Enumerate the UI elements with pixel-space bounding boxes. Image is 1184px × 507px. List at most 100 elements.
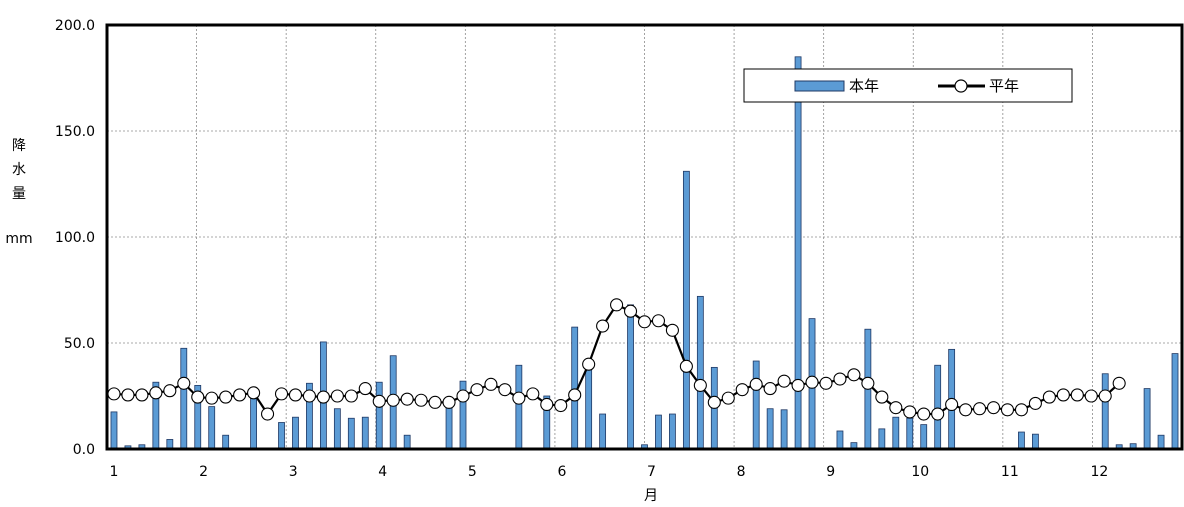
- normal-year-point: [414, 393, 428, 407]
- x-tick-label: 8: [737, 464, 746, 480]
- normal-year-point: [777, 374, 791, 388]
- normal-year-point: [484, 377, 498, 391]
- bar: [361, 416, 369, 450]
- line-series-normal-year: [107, 298, 1126, 421]
- normal-year-point: [1056, 388, 1070, 402]
- normal-year-point: [149, 386, 163, 400]
- normal-year-point: [498, 383, 512, 397]
- legend-box: [743, 68, 1073, 103]
- normal-year-point: [875, 390, 889, 404]
- x-tick-label: 11: [1001, 464, 1019, 480]
- x-axis-title: 月: [644, 488, 658, 504]
- normal-year-point: [1042, 390, 1056, 404]
- normal-year-point: [358, 382, 372, 396]
- x-tick-label: 10: [911, 464, 929, 480]
- y-tick-label: 100.0: [55, 230, 95, 246]
- normal-year-point: [1070, 388, 1084, 402]
- normal-year-point: [330, 389, 344, 403]
- bar: [250, 397, 257, 450]
- bar: [1032, 433, 1039, 450]
- x-tick-label: 7: [647, 464, 656, 480]
- normal-year-point: [917, 407, 931, 421]
- bar: [1171, 353, 1179, 450]
- normal-year-point: [302, 389, 316, 403]
- normal-year-point: [163, 384, 177, 398]
- bar: [347, 417, 355, 450]
- x-tick-label: 2: [199, 464, 208, 480]
- normal-year-point: [372, 394, 386, 408]
- legend: 本年 平年: [743, 68, 1073, 103]
- normal-year-point: [889, 401, 903, 415]
- y-axis-title: 降 水 量 mm: [5, 138, 32, 247]
- y-axis-title-char-2: 水: [12, 162, 26, 178]
- normal-year-point: [763, 382, 777, 396]
- bar: [585, 366, 593, 450]
- normal-year-point: [1014, 403, 1028, 417]
- normal-year-point: [805, 375, 819, 389]
- bar: [180, 347, 188, 450]
- bar: [208, 406, 216, 450]
- legend-line-marker: [954, 79, 968, 93]
- normal-year-point: [261, 407, 275, 421]
- normal-year-point: [847, 368, 861, 382]
- gridlines: [107, 25, 1182, 449]
- normal-year-point: [945, 397, 959, 412]
- normal-year-point: [903, 405, 917, 419]
- bar: [934, 364, 942, 450]
- normal-year-point: [1112, 376, 1126, 390]
- normal-year-point: [833, 372, 847, 386]
- bar: [515, 364, 523, 450]
- bar: [1101, 373, 1109, 450]
- y-tick-label: 200.0: [55, 18, 95, 34]
- normal-year-point: [288, 388, 303, 402]
- normal-year-point: [526, 387, 540, 401]
- normal-year-point: [931, 407, 945, 421]
- normal-year-point: [205, 391, 219, 405]
- normal-year-point: [568, 388, 582, 402]
- normal-year-point: [1028, 396, 1042, 410]
- normal-year-point: [735, 383, 749, 397]
- y-axis-tick-labels: 0.0 50.0 100.0 150.0 200.0: [55, 18, 95, 458]
- bar: [627, 304, 634, 450]
- normal-year-point: [177, 376, 191, 390]
- normal-year-point: [191, 390, 205, 404]
- normal-year-point: [665, 323, 679, 337]
- bar: [1157, 434, 1165, 450]
- normal-year-point: [135, 388, 149, 402]
- y-axis-unit: mm: [5, 231, 32, 247]
- bar: [878, 428, 886, 450]
- legend-label-current-year: 本年: [849, 77, 879, 95]
- bar: [403, 434, 411, 450]
- bar: [1143, 388, 1151, 450]
- normal-year-point: [973, 402, 987, 416]
- y-axis-title-char-1: 降: [12, 138, 26, 154]
- normal-year-point: [247, 386, 261, 400]
- normal-year-point: [470, 383, 484, 397]
- legend-label-normal-year: 平年: [989, 77, 1019, 95]
- bar: [292, 416, 299, 450]
- normal-year-point: [456, 389, 470, 403]
- bar: [766, 408, 774, 450]
- bar: [752, 360, 760, 450]
- normal-year-point: [1000, 403, 1015, 417]
- x-axis-tick-labels: 1 2 3 4 5 6 7 8 9 10 11 12: [110, 464, 1109, 480]
- bar: [599, 413, 607, 450]
- bar: [655, 414, 662, 450]
- x-tick-label: 5: [468, 464, 477, 480]
- normal-year-point: [442, 395, 456, 409]
- bar: [780, 409, 788, 450]
- bar: [906, 417, 914, 450]
- normal-year-point: [540, 397, 554, 412]
- bar: [375, 381, 383, 450]
- y-tick-label: 0.0: [73, 442, 95, 458]
- legend-bar-swatch: [794, 80, 845, 92]
- bar: [920, 424, 928, 450]
- x-tick-label: 4: [378, 464, 387, 480]
- normal-year-point: [107, 387, 121, 401]
- normal-year-point: [610, 298, 624, 312]
- normal-year-point: [1098, 389, 1112, 403]
- normal-year-point: [344, 389, 358, 403]
- normal-year-point: [861, 376, 875, 390]
- normal-year-point: [651, 314, 666, 328]
- bar: [836, 430, 844, 450]
